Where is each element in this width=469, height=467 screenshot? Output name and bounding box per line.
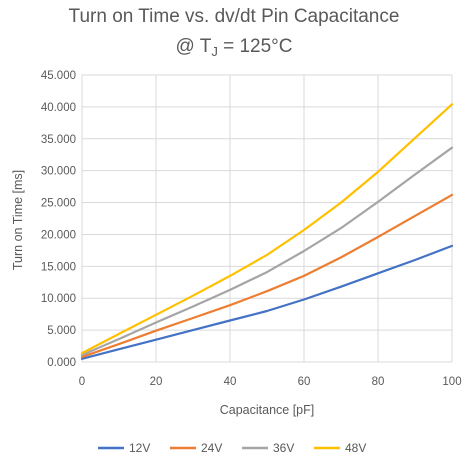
y-tick-label: 15.000 bbox=[41, 261, 76, 273]
series-lines bbox=[80, 103, 454, 360]
legend-item: 36V bbox=[242, 441, 294, 455]
x-tick-label: 80 bbox=[372, 376, 385, 388]
subtitle-prefix: @ T bbox=[175, 36, 211, 57]
chart-title: Turn on Time vs. dv/dt Pin Capacitance bbox=[69, 6, 400, 27]
y-tick-label: 45.000 bbox=[41, 70, 76, 82]
subtitle-subscript: J bbox=[211, 44, 218, 59]
x-tick-label: 0 bbox=[79, 376, 85, 388]
y-tick-label: 25.000 bbox=[41, 198, 76, 210]
legend-item: 24V bbox=[170, 441, 222, 455]
legend-item: 48V bbox=[314, 441, 366, 455]
y-tick-label: 35.000 bbox=[41, 134, 76, 146]
y-axis-ticks: 0.000 5.000 10.000 15.000 20.000 25.000 30.000… bbox=[41, 70, 76, 369]
y-tick-label: 40.000 bbox=[41, 102, 76, 114]
y-tick-label: 0.000 bbox=[47, 357, 76, 369]
legend-item: 12V bbox=[98, 441, 150, 455]
series-line-36v bbox=[80, 146, 454, 357]
y-tick-label: 10.000 bbox=[41, 293, 76, 305]
subtitle-suffix: = 125°C bbox=[218, 36, 293, 57]
legend-label: 12V bbox=[129, 441, 150, 455]
x-tick-label: 60 bbox=[298, 376, 311, 388]
y-axis-label: Turn on Time [ms] bbox=[11, 170, 25, 270]
legend-label: 36V bbox=[273, 441, 294, 455]
series-line-48v bbox=[80, 103, 454, 355]
legend-label: 48V bbox=[345, 441, 366, 455]
x-axis-label: Capacitance [pF] bbox=[220, 403, 315, 417]
series-line-12v bbox=[80, 244, 454, 360]
x-tick-label: 40 bbox=[224, 376, 237, 388]
x-tick-label: 100 bbox=[442, 376, 461, 388]
x-axis-ticks: 0 20 40 60 80 100 bbox=[79, 376, 462, 388]
legend-label: 24V bbox=[201, 441, 222, 455]
y-tick-label: 20.000 bbox=[41, 229, 76, 241]
gridlines bbox=[81, 74, 453, 363]
chart-subtitle: @ TJ = 125°C bbox=[175, 36, 292, 59]
series-line-24v bbox=[80, 193, 454, 358]
legend: 12V 24V 36V 48V bbox=[98, 441, 366, 455]
y-tick-label: 5.000 bbox=[47, 325, 76, 337]
y-tick-label: 30.000 bbox=[41, 166, 76, 178]
x-tick-label: 20 bbox=[150, 376, 163, 388]
